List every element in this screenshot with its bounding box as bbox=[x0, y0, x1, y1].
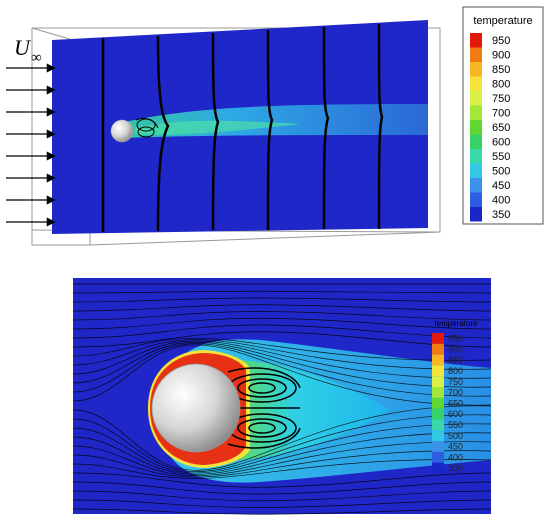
legend-label: 950 bbox=[448, 334, 463, 344]
sphere-icon bbox=[110, 119, 134, 143]
bottom-inner-wake bbox=[230, 360, 390, 460]
streamline bbox=[72, 450, 492, 478]
top-streamlines bbox=[101, 23, 384, 232]
legend-label: 500 bbox=[492, 165, 510, 177]
streamline bbox=[72, 297, 492, 303]
legend-label: 950 bbox=[492, 35, 510, 47]
legend-swatch bbox=[432, 354, 444, 366]
legend-label: 700 bbox=[492, 107, 510, 119]
top-legend: temperature 950 900 850 800 750 700 650 600 550 5… bbox=[462, 6, 544, 225]
legend-swatch bbox=[470, 105, 482, 120]
freestream-velocity-subscript: ∞ bbox=[31, 50, 42, 66]
legend-swatch bbox=[470, 120, 482, 135]
streamline bbox=[72, 472, 492, 488]
streamline bbox=[72, 459, 492, 479]
legend-label: 900 bbox=[448, 344, 463, 354]
legend-label: 600 bbox=[448, 409, 463, 419]
freestream-velocity-label: U bbox=[14, 35, 32, 60]
legend-label: 800 bbox=[492, 78, 510, 90]
legend-label: 550 bbox=[492, 151, 510, 163]
legend-label: 650 bbox=[448, 398, 463, 408]
sphere-icon bbox=[151, 363, 241, 453]
legend-swatch bbox=[470, 47, 482, 62]
streamline bbox=[72, 290, 492, 294]
streamline bbox=[72, 324, 492, 339]
legend-swatch bbox=[432, 376, 444, 387]
legend-label: 850 bbox=[448, 355, 463, 365]
legend-swatch bbox=[470, 91, 482, 106]
legend-swatch bbox=[432, 430, 444, 441]
legend-swatch bbox=[432, 387, 444, 398]
streamline bbox=[72, 343, 492, 397]
bottom-panel bbox=[72, 278, 492, 515]
legend-swatch bbox=[432, 343, 444, 355]
streamline bbox=[72, 337, 492, 361]
legend-swatch bbox=[432, 462, 444, 474]
top-legend-swatches bbox=[470, 33, 482, 222]
streamline bbox=[72, 499, 492, 508]
legend-label: 400 bbox=[492, 194, 510, 206]
legend-label: 450 bbox=[492, 180, 510, 192]
bottom-legend-swatches bbox=[432, 333, 444, 474]
bottom-streamlines bbox=[72, 283, 492, 515]
top-legend-title: temperature bbox=[473, 15, 532, 27]
legend-swatch bbox=[470, 76, 482, 91]
legend-swatch bbox=[470, 62, 482, 77]
streamline bbox=[72, 331, 492, 348]
streamline bbox=[72, 414, 492, 473]
streamline bbox=[72, 481, 492, 495]
streamline bbox=[72, 508, 492, 515]
legend-label: 900 bbox=[492, 49, 510, 61]
legend-label: 650 bbox=[492, 122, 510, 134]
streamline bbox=[72, 304, 492, 312]
bottom-legend: temperature 9509008508007507006506005505… bbox=[432, 319, 478, 474]
top-legend-labels: 950 900 850 800 750 700 650 600 550 500 450 400 350 bbox=[492, 35, 510, 221]
legend-swatch bbox=[470, 178, 482, 193]
legend-swatch bbox=[470, 149, 482, 164]
legend-swatch bbox=[432, 397, 444, 409]
legend-label: 350 bbox=[448, 463, 463, 473]
legend-swatch bbox=[470, 134, 482, 149]
legend-swatch bbox=[432, 333, 444, 344]
legend-swatch bbox=[432, 365, 444, 377]
streamline bbox=[72, 341, 492, 388]
legend-label: 750 bbox=[448, 377, 463, 387]
bottom-legend-title: temperature bbox=[434, 319, 478, 328]
top-recirculation bbox=[135, 117, 159, 138]
streamline bbox=[72, 441, 492, 477]
legend-label: 750 bbox=[492, 93, 510, 105]
legend-swatch bbox=[432, 441, 444, 452]
streamline bbox=[72, 317, 492, 330]
legend-swatch bbox=[432, 451, 444, 463]
legend-label: 500 bbox=[448, 431, 463, 441]
streamline bbox=[72, 423, 492, 474]
streamline bbox=[72, 339, 492, 370]
legend-swatch bbox=[470, 33, 482, 48]
legend-swatch bbox=[432, 419, 444, 431]
legend-label: 350 bbox=[492, 209, 510, 221]
top-panel: U ∞ bbox=[6, 20, 441, 246]
inflow-arrows bbox=[6, 63, 56, 227]
legend-label: 800 bbox=[448, 366, 463, 376]
streamline bbox=[72, 311, 492, 321]
legend-label: 600 bbox=[492, 136, 510, 148]
legend-label: 850 bbox=[492, 64, 510, 76]
streamline bbox=[72, 405, 492, 471]
streamline bbox=[72, 490, 492, 502]
streamline bbox=[72, 344, 492, 406]
legend-swatch bbox=[470, 207, 482, 222]
legend-label: 450 bbox=[448, 442, 463, 452]
legend-swatch bbox=[470, 192, 482, 207]
streamline bbox=[72, 432, 492, 475]
legend-label: 400 bbox=[448, 452, 463, 462]
legend-swatch bbox=[470, 163, 482, 178]
streamline bbox=[72, 340, 492, 379]
legend-label: 550 bbox=[448, 420, 463, 430]
legend-swatch bbox=[432, 408, 444, 420]
legend-label: 700 bbox=[448, 388, 463, 398]
